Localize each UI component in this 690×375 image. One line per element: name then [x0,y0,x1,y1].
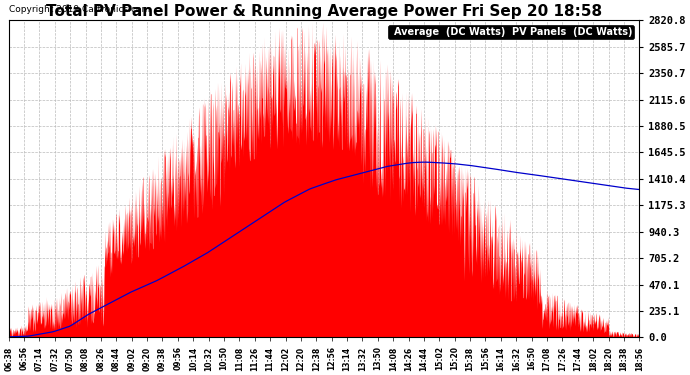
Text: Copyright 2019 Cartronics.com: Copyright 2019 Cartronics.com [9,5,150,14]
Legend: Average  (DC Watts), PV Panels  (DC Watts): Average (DC Watts), PV Panels (DC Watts) [388,25,634,39]
Title: Total PV Panel Power & Running Average Power Fri Sep 20 18:58: Total PV Panel Power & Running Average P… [46,4,602,19]
